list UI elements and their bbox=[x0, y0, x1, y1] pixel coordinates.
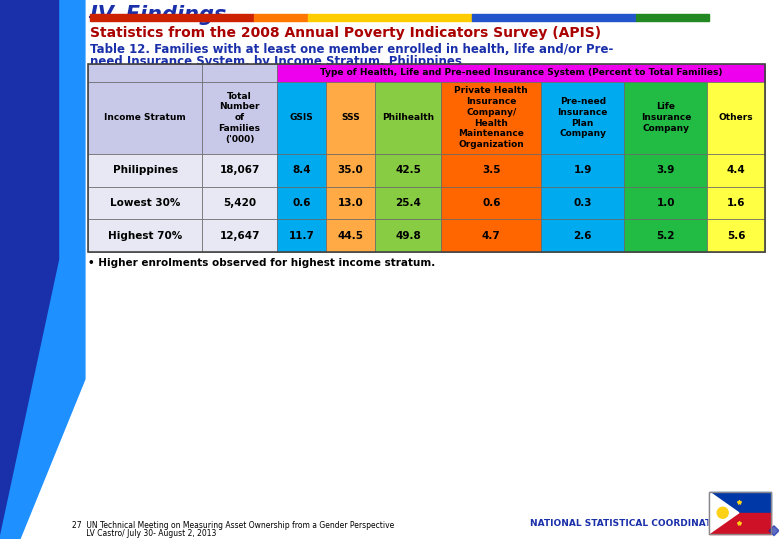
Text: 11.7: 11.7 bbox=[289, 231, 314, 241]
Text: Pre-need
Insurance
Plan
Company: Pre-need Insurance Plan Company bbox=[558, 97, 608, 138]
Text: 5.2: 5.2 bbox=[657, 231, 675, 241]
Bar bbox=[88, 64, 202, 82]
Text: 35.0: 35.0 bbox=[338, 165, 363, 175]
Text: • Higher enrolments observed for highest income stratum.: • Higher enrolments observed for highest… bbox=[88, 258, 435, 268]
Text: Philippines: Philippines bbox=[112, 165, 178, 175]
Bar bbox=[375, 219, 441, 252]
Text: need Insurance System, by Income Stratum, Philippines: need Insurance System, by Income Stratum… bbox=[90, 55, 462, 68]
Bar bbox=[326, 82, 375, 153]
Text: 27  UN Technical Meeting on Measuring Asset Ownership from a Gender Perspective: 27 UN Technical Meeting on Measuring Ass… bbox=[72, 521, 394, 530]
Text: Private Health
Insurance
Company/
Health
Maintenance
Organization: Private Health Insurance Company/ Health… bbox=[455, 86, 528, 149]
Bar bbox=[541, 219, 624, 252]
Bar bbox=[375, 186, 441, 219]
Polygon shape bbox=[0, 0, 60, 539]
Bar bbox=[441, 153, 541, 186]
Bar bbox=[88, 64, 765, 252]
Bar bbox=[624, 186, 707, 219]
Bar bbox=[277, 82, 326, 153]
Bar bbox=[277, 219, 326, 252]
Text: Table 12. Families with at least one member enrolled in health, life and/or Pre-: Table 12. Families with at least one mem… bbox=[90, 43, 613, 56]
Text: Highest 70%: Highest 70% bbox=[108, 231, 183, 241]
Text: 44.5: 44.5 bbox=[338, 231, 363, 241]
Text: 8.4: 8.4 bbox=[292, 165, 310, 175]
Bar bbox=[541, 153, 624, 186]
Bar bbox=[308, 14, 473, 21]
Bar bbox=[90, 14, 254, 21]
Text: 13.0: 13.0 bbox=[338, 198, 363, 208]
Polygon shape bbox=[0, 0, 85, 539]
Text: Life
Insurance
Company: Life Insurance Company bbox=[640, 103, 691, 133]
Text: Statistics from the 2008 Annual Poverty Indicators Survey (APIS): Statistics from the 2008 Annual Poverty … bbox=[90, 26, 601, 40]
Bar bbox=[709, 492, 771, 534]
Bar bbox=[541, 82, 624, 153]
Bar bbox=[624, 219, 707, 252]
Text: 12,647: 12,647 bbox=[219, 231, 260, 241]
Text: 0.6: 0.6 bbox=[482, 198, 501, 208]
Bar bbox=[326, 153, 375, 186]
Text: Income Stratum: Income Stratum bbox=[105, 113, 186, 122]
Bar bbox=[441, 186, 541, 219]
Text: Type of Health, Life and Pre-need Insurance System (Percent to Total Families): Type of Health, Life and Pre-need Insura… bbox=[320, 69, 722, 77]
Bar bbox=[707, 82, 765, 153]
Bar bbox=[707, 219, 765, 252]
Bar bbox=[277, 153, 326, 186]
Bar bbox=[441, 82, 541, 153]
Text: NATIONAL STATISTICAL COORDINATION BOARD: NATIONAL STATISTICAL COORDINATION BOARD bbox=[530, 519, 769, 528]
Text: 1.6: 1.6 bbox=[727, 198, 746, 208]
Bar bbox=[441, 219, 541, 252]
Bar bbox=[326, 219, 375, 252]
Text: 1.9: 1.9 bbox=[573, 165, 592, 175]
Text: 25.4: 25.4 bbox=[395, 198, 421, 208]
Bar bbox=[326, 186, 375, 219]
Bar bbox=[707, 153, 765, 186]
Bar bbox=[254, 14, 308, 21]
Text: Lowest 30%: Lowest 30% bbox=[110, 198, 180, 208]
Bar bbox=[88, 153, 202, 186]
Text: 4.4: 4.4 bbox=[727, 165, 746, 175]
Bar bbox=[88, 219, 202, 252]
Bar bbox=[202, 186, 277, 219]
Bar bbox=[624, 82, 707, 153]
Text: 42.5: 42.5 bbox=[395, 165, 421, 175]
Text: 4.7: 4.7 bbox=[482, 231, 501, 241]
Bar bbox=[375, 153, 441, 186]
Bar bbox=[624, 153, 707, 186]
Bar bbox=[88, 186, 202, 219]
Bar bbox=[277, 186, 326, 219]
Text: LV Castro/ July 30- August 2, 2013: LV Castro/ July 30- August 2, 2013 bbox=[72, 529, 216, 538]
Polygon shape bbox=[709, 492, 739, 534]
Text: 49.8: 49.8 bbox=[395, 231, 421, 241]
Text: 2.6: 2.6 bbox=[573, 231, 592, 241]
Text: SSS: SSS bbox=[341, 113, 360, 122]
Bar bbox=[202, 153, 277, 186]
Text: Total
Number
of
Families
('000): Total Number of Families ('000) bbox=[218, 92, 261, 144]
Polygon shape bbox=[769, 526, 779, 536]
Bar bbox=[541, 186, 624, 219]
Bar bbox=[202, 64, 277, 82]
Bar bbox=[707, 186, 765, 219]
Bar bbox=[202, 219, 277, 252]
Text: 3.9: 3.9 bbox=[657, 165, 675, 175]
Text: 1.0: 1.0 bbox=[657, 198, 675, 208]
Circle shape bbox=[718, 507, 729, 518]
Bar bbox=[88, 82, 202, 153]
Text: 0.6: 0.6 bbox=[292, 198, 310, 208]
Bar bbox=[709, 492, 771, 513]
Text: 3.5: 3.5 bbox=[482, 165, 501, 175]
Text: IV. Findings: IV. Findings bbox=[90, 5, 226, 25]
Bar bbox=[473, 14, 636, 21]
Text: 5.6: 5.6 bbox=[727, 231, 746, 241]
Bar bbox=[277, 64, 765, 82]
Bar bbox=[709, 513, 771, 534]
Bar bbox=[202, 82, 277, 153]
Text: GSIS: GSIS bbox=[289, 113, 314, 122]
Bar bbox=[375, 82, 441, 153]
Text: Others: Others bbox=[719, 113, 753, 122]
Text: 5,420: 5,420 bbox=[223, 198, 256, 208]
Text: Philhealth: Philhealth bbox=[382, 113, 434, 122]
Text: 0.3: 0.3 bbox=[573, 198, 592, 208]
Text: 18,067: 18,067 bbox=[219, 165, 260, 175]
Bar bbox=[636, 14, 709, 21]
